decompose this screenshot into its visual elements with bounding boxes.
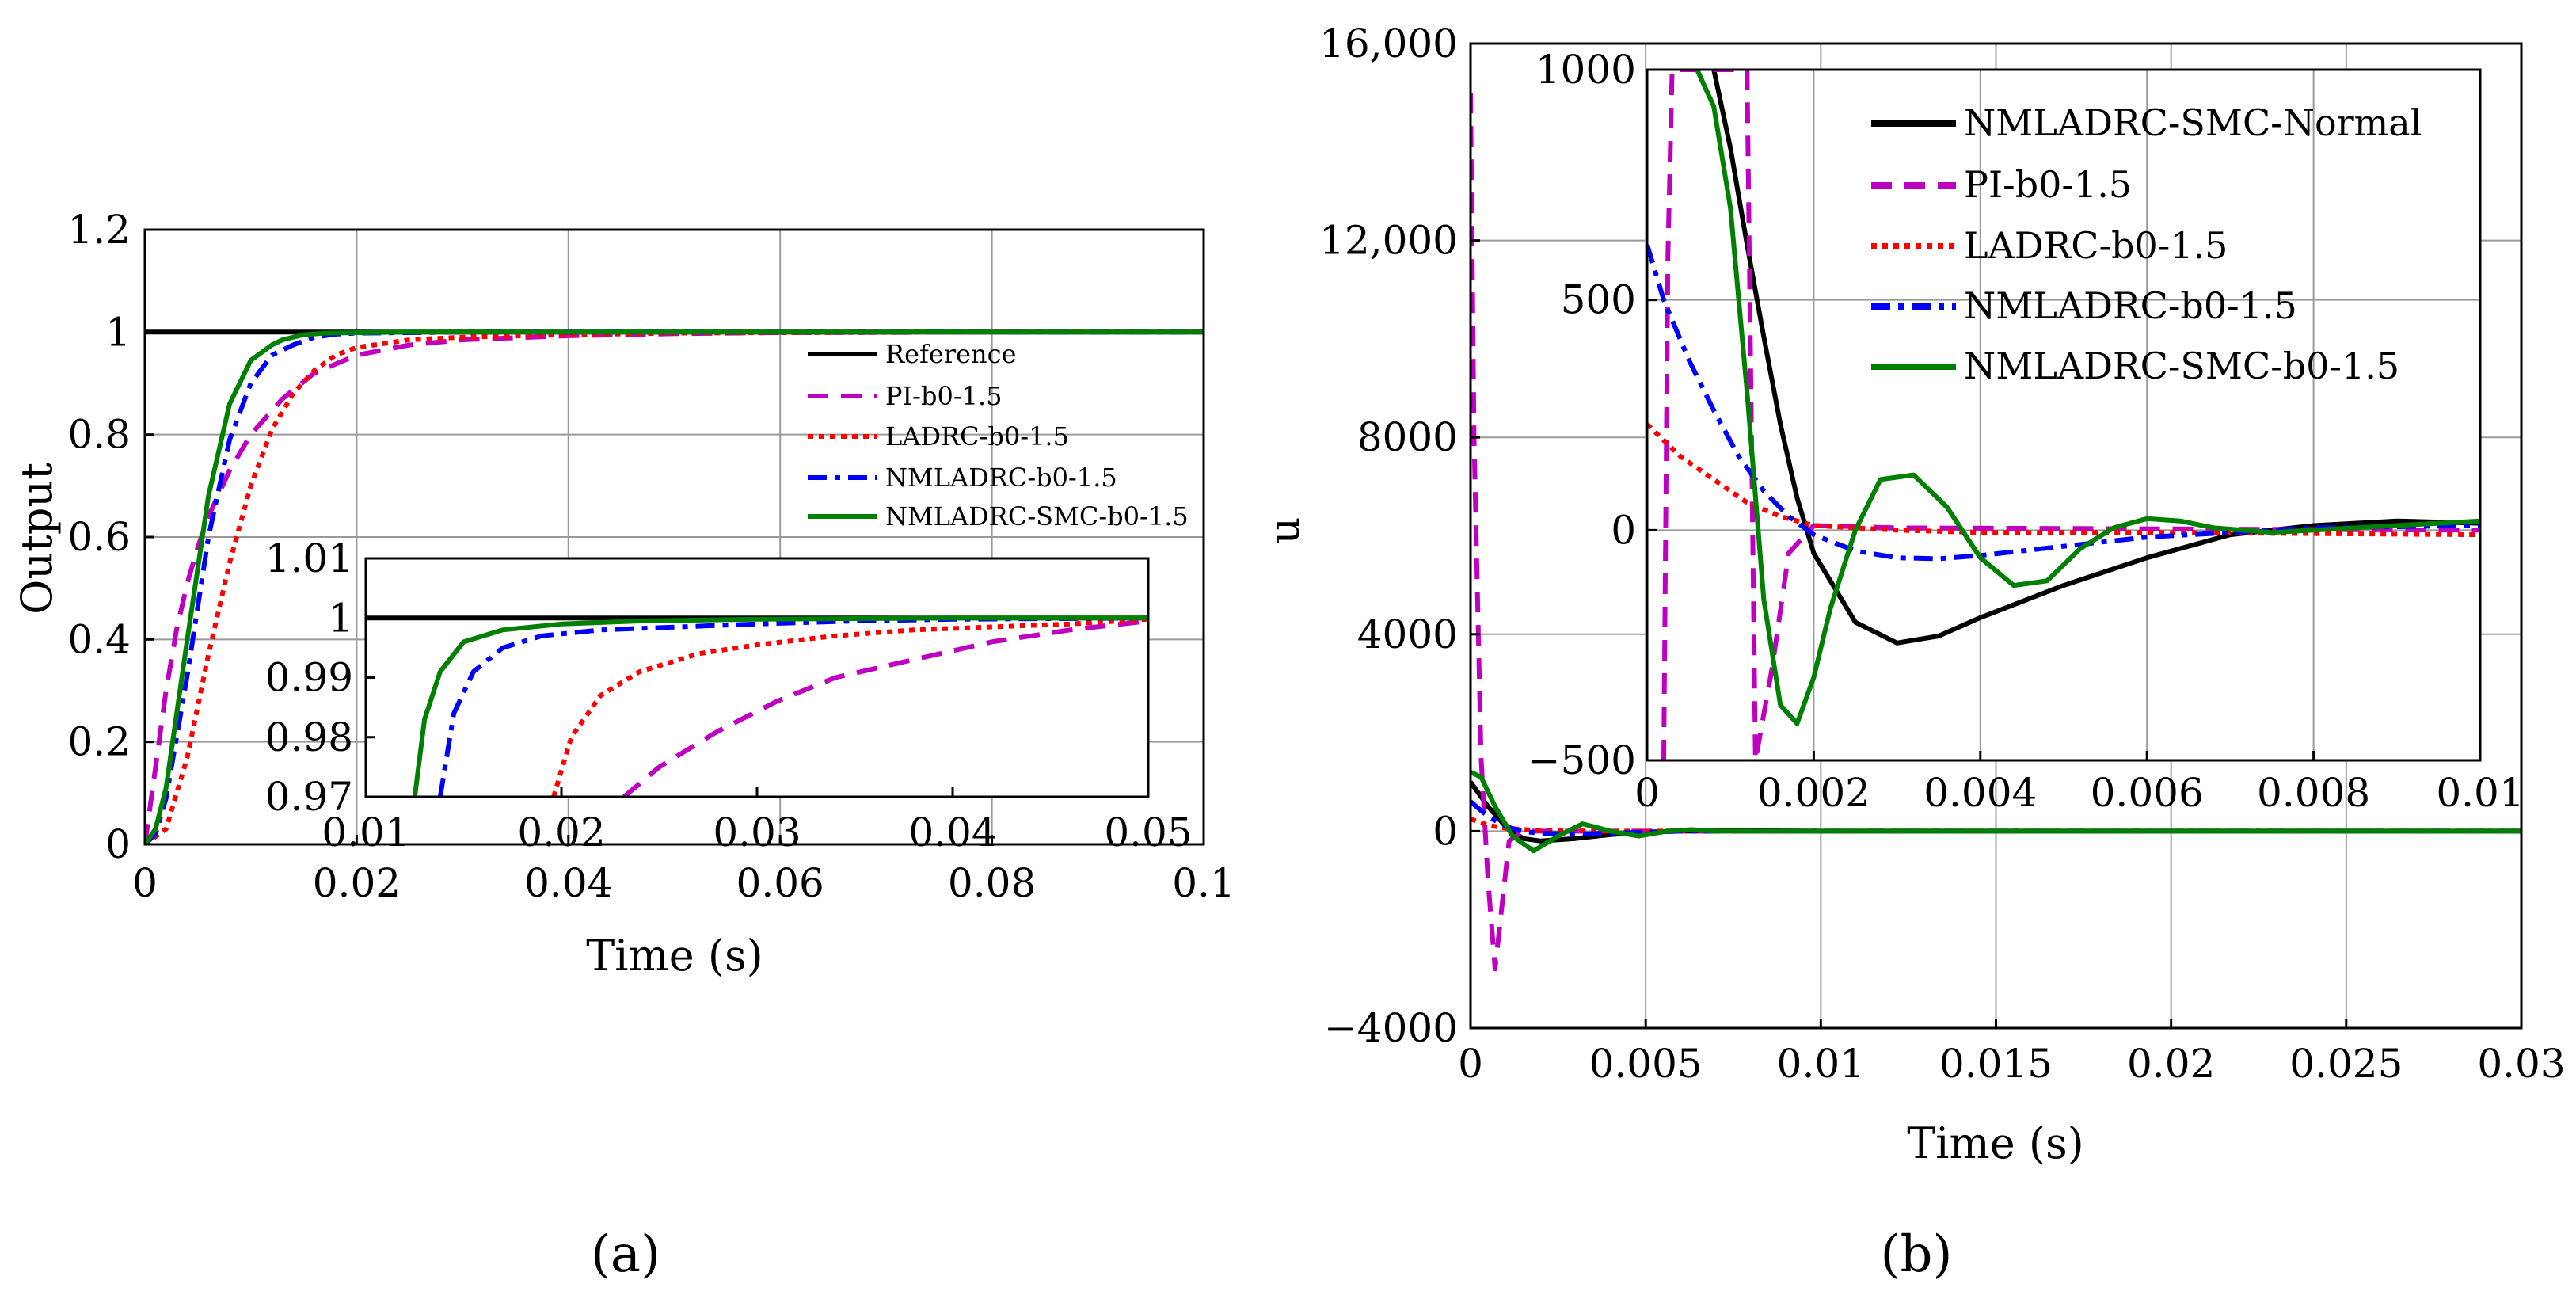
b-inset-background [1647,70,2480,760]
a-inset-x-tick-label: 0.03 [713,809,801,855]
b-legend-label-smc-normal: NMLADRC-SMC-Normal [1964,101,2422,144]
a-main-x-tick-label: 0.04 [524,860,612,906]
b-inset-series [1647,70,2480,760]
a-main-x-tick-label: 0.02 [313,860,401,906]
a-inset-series [366,615,1148,797]
b-main-y-tick-label: 0 [1433,808,1458,854]
a-legend-label-ladrc: LADRC-b0-1.5 [885,421,1069,451]
b-main-y-tick-label: 8000 [1357,414,1458,460]
b-y-axis-label: u [1259,517,1309,545]
a-main-series [145,329,1204,844]
b-inset-y-tick-label: −500 [1528,737,1636,783]
b-inset-series-nmladrc-b0-1-5 [1647,244,2480,562]
a-inset-x-tick-label: 0.04 [908,809,996,855]
a-inset-background [366,558,1148,797]
panel-b-label: (b) [1881,1225,1953,1284]
a-main-y-tick-label: 0.8 [67,412,131,458]
b-legend-label-nmladrc: NMLADRC-b0-1.5 [1964,284,2297,327]
b-legend-label-nmladrc-smc: NMLADRC-SMC-b0-1.5 [1964,345,2399,387]
a-inset-x-tick-label: 0.05 [1104,809,1192,855]
b-legend-label-pi: PI-b0-1.5 [1964,163,2132,206]
a-legend-label-nmladrc-smc: NMLADRC-SMC-b0-1.5 [885,501,1189,531]
b-main-y-tick-label: 16,000 [1319,21,1458,67]
b-main-x-tick-label: 0.025 [2289,1041,2403,1087]
a-main-series-nmladrc-smc-b0-1-5 [145,329,1204,844]
a-main-y-ticks: 0 0.2 0.4 0.6 0.8 1 1.2 [67,207,154,867]
a-inset-y-tick-label: 1.01 [265,535,353,581]
a-inset-x-tick-label: 0.01 [322,809,409,855]
a-inset-series-pi-b0-1-5 [622,619,1148,797]
a-inset: 0.01 0.02 0.03 0.04 0.05 0.97 0.98 0.99 1 1.01 [265,535,1193,855]
b-main-series-nmladrc-b0-1-5 [1471,799,2521,837]
b-main-x-tick-label: 0.01 [1777,1041,1865,1087]
b-main-x-tick-label: 0 [1458,1041,1483,1087]
a-main-x-tick-label: 0.08 [948,860,1036,906]
a-main-y-tick-label: 0.6 [67,514,131,560]
a-inset-y-tick-label: 0.99 [265,655,353,701]
b-main-x-ticks: 0 0.005 0.01 0.015 0.02 0.025 0.03 [1458,1019,2566,1087]
b-inset-series-ladrc-b0-1-5 [1647,422,2480,538]
a-inset-y-tick-label: 1 [328,595,353,641]
a-main-y-tick-label: 0.2 [67,719,131,765]
a-legend: Reference PI-b0-1.5 LADRC-b0-1.5 NMLADRC… [808,339,1189,531]
panel-b: 0 0.005 0.01 0.015 0.02 0.025 0.03 −4000040008… [1259,21,2566,1284]
a-legend-label-reference: Reference [885,339,1017,369]
a-legend-label-pi: PI-b0-1.5 [885,381,1003,411]
panel-a: 0 0.02 0.04 0.06 0.08 0.1 0 0.2 0.4 0.6 0.8 1 1.2 T… [12,207,1235,1284]
b-inset-y-ticks: −500 0 500 1000 [1528,47,1657,783]
b-inset-y-tick-label: 0 [1611,507,1636,553]
a-main-x-tick-label: 0 [132,860,158,906]
b-inset-x-tick-label: 0 [1634,770,1660,816]
a-main-y-tick-label: 1 [105,309,131,355]
a-inset-series-ladrc-b0-1-5 [551,616,1148,797]
b-main-y-ticks: −4000 0 4000 8000 12,000 16,000 [1319,21,1480,1051]
a-inset-series-nmladrc-smc-b0-1-5 [412,615,1148,797]
b-inset-y-tick-label: 500 [1561,277,1636,323]
a-main-y-tick-label: 1.2 [67,207,131,253]
b-main-series-nmladrc-smc-b0-1-5 [1471,770,2521,854]
a-x-axis-label: Time (s) [586,931,763,981]
a-y-axis-label: Output [12,463,62,615]
b-inset-y-tick-label: 1000 [1535,47,1636,93]
a-main-x-tick-label: 0.1 [1172,860,1235,906]
b-legend-label-ladrc: LADRC-b0-1.5 [1964,224,2228,267]
b-inset-x-tick-label: 0.01 [2436,770,2524,816]
b-main-y-tick-label: 12,000 [1319,218,1458,264]
b-main-y-tick-label: −4000 [1324,1005,1458,1051]
a-main-x-ticks: 0 0.02 0.04 0.06 0.08 0.1 [132,835,1235,906]
b-inset-x-tick-label: 0.002 [1757,770,1870,816]
b-main-x-tick-label: 0.015 [1939,1041,2053,1087]
b-inset-frame [1646,68,2482,762]
b-main-series [1471,93,2521,972]
a-inset-x-tick-label: 0.02 [517,809,605,855]
b-main-x-tick-label: 0.02 [2127,1041,2215,1087]
a-inset-y-tick-label: 0.97 [265,774,353,820]
a-inset-x-ticks: 0.01 0.02 0.03 0.04 0.05 [322,787,1193,855]
b-main-x-tick-label: 0.005 [1589,1041,1703,1087]
b-inset-x-tick-label: 0.008 [2257,770,2370,816]
b-inset-x-tick-label: 0.006 [2091,770,2204,816]
a-main-y-tick-label: 0 [105,821,131,867]
b-inset-x-tick-label: 0.004 [1923,770,2037,816]
b-main-x-tick-label: 0.03 [2477,1041,2565,1087]
b-main-y-tick-label: 4000 [1357,611,1458,657]
a-main-y-tick-label: 0.4 [67,616,131,662]
a-main-series-ladrc-b0-1-5 [145,329,1204,844]
b-x-axis-label: Time (s) [1907,1118,2083,1168]
b-legend: NMLADRC-SMC-Normal PI-b0-1.5 LADRC-b0-1.… [1871,101,2422,387]
a-main-x-tick-label: 0.06 [736,860,824,906]
b-inset-x-ticks: 0 0.002 0.004 0.006 0.008 0.01 [1634,751,2525,816]
panel-a-label: (a) [591,1225,660,1284]
a-inset-y-ticks: 0.97 0.98 0.99 1 1.01 [265,535,375,820]
b-inset-series-nmladrc-smc-b0-1-5 [1695,70,2480,726]
a-inset-y-tick-label: 0.98 [265,714,353,760]
a-legend-label-nmladrc: NMLADRC-b0-1.5 [885,463,1117,493]
